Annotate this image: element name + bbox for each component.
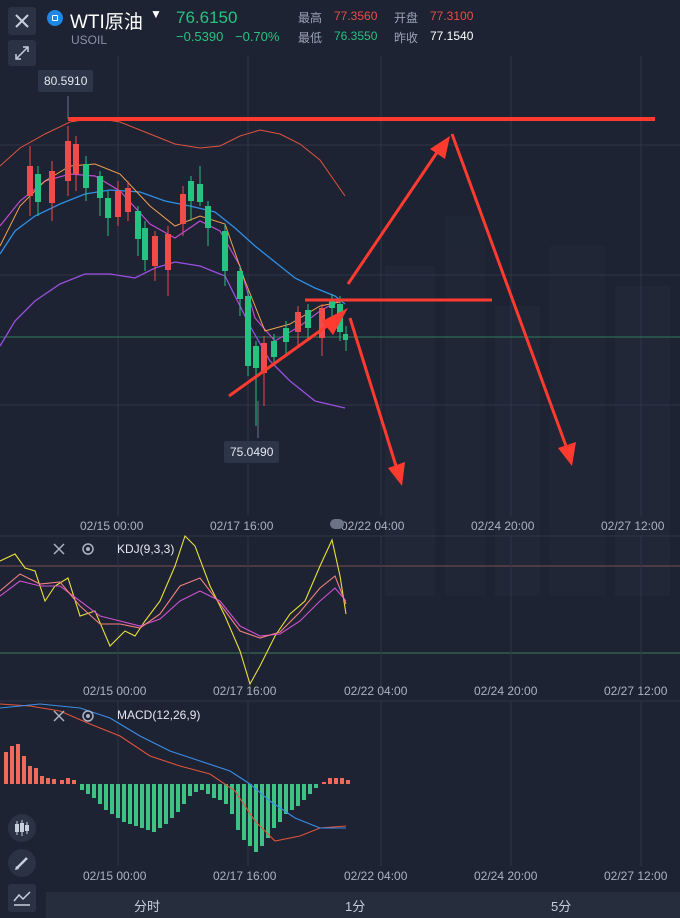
draw-tool-button[interactable] [8, 849, 36, 877]
low-label: 最低 [298, 31, 323, 45]
kdj-x-label-4: 02/24 20:00 [474, 684, 538, 698]
background-skyline [385, 216, 670, 596]
macd-close-icon[interactable] [52, 709, 66, 723]
macd-histogram [4, 744, 350, 852]
close-icon [15, 14, 29, 28]
candlestick-tool-button[interactable] [8, 814, 36, 842]
timeframe-tabbar [46, 892, 680, 918]
kdj-k-line [0, 573, 347, 639]
main-x-label-2: 02/17 16:00 [210, 519, 274, 533]
indicator-icon [13, 891, 31, 906]
macd-x-label-2: 02/17 16:00 [213, 869, 277, 883]
tab-timeline[interactable]: 分时 [134, 899, 161, 914]
low-value: 76.3550 [334, 29, 378, 43]
main-x-label-3: 02/22 04:00 [341, 519, 405, 533]
macd-dea-line [0, 703, 346, 829]
boll-upper-line [0, 117, 346, 197]
macd-grid [117, 701, 642, 866]
price-change-pct: −0.70% [235, 29, 280, 44]
kdj-settings-icon[interactable] [81, 542, 95, 556]
symbol-code: USOIL [71, 33, 108, 47]
expand-button[interactable] [8, 40, 36, 66]
kdj-x-label-2: 02/17 16:00 [213, 684, 277, 698]
kdj-j-line [0, 534, 347, 686]
macd-x-label-1: 02/15 00:00 [83, 869, 147, 883]
main-x-label-4: 02/24 20:00 [471, 519, 535, 533]
macd-x-label-3: 02/22 04:00 [344, 869, 408, 883]
macd-label: MACD(12,26,9) [117, 708, 201, 722]
quote-header: WTI原油 ▼ USOIL 76.6150 −0.5390 −0.70% 最高 … [0, 0, 680, 66]
kdj-x-label-3: 02/22 04:00 [344, 684, 408, 698]
price-change: −0.5390 [176, 29, 224, 44]
drawing-annotations[interactable] [68, 117, 655, 486]
prev-close-label: 昨收 [394, 31, 419, 45]
candlestick-icon [15, 820, 29, 836]
kdj-x-label-1: 02/15 00:00 [83, 684, 147, 698]
kdj-close-icon[interactable] [52, 542, 66, 556]
prev-close-value: 77.1540 [430, 29, 474, 43]
scroll-dots-icon[interactable] [330, 519, 344, 529]
tab-1min[interactable]: 1分 [345, 899, 366, 914]
last-price: 76.6150 [176, 8, 238, 27]
main-grid [0, 56, 680, 516]
candlesticks [27, 126, 348, 426]
kdj-grid [117, 536, 642, 696]
chevron-down-icon[interactable]: ▼ [150, 7, 162, 21]
max-price-tag: 80.5910 [38, 70, 94, 92]
open-label: 开盘 [394, 11, 419, 25]
kdj-label: KDJ(9,3,3) [117, 542, 175, 556]
macd-dif-line [0, 703, 347, 842]
close-button[interactable] [8, 7, 36, 35]
tab-5min[interactable]: 5分 [551, 899, 572, 914]
macd-settings-icon[interactable] [81, 709, 95, 723]
high-value: 77.3560 [334, 9, 378, 23]
main-x-label-5: 02/27 12:00 [601, 519, 665, 533]
macd-x-label-5: 02/27 12:00 [604, 869, 668, 883]
boll-lower-line [0, 261, 346, 409]
kdj-x-label-5: 02/27 12:00 [604, 684, 668, 698]
open-value: 77.3100 [430, 9, 474, 23]
symbol-name[interactable]: WTI原油 [70, 12, 143, 33]
symbol-icon [47, 10, 63, 26]
high-label: 最高 [298, 11, 323, 25]
pencil-icon [15, 857, 28, 870]
chart-canvas[interactable] [0, 56, 680, 918]
expand-icon [15, 46, 29, 60]
kdj-d-line [0, 580, 347, 637]
min-price-tag: 75.0490 [224, 441, 280, 463]
main-x-label-1: 02/15 00:00 [80, 519, 144, 533]
macd-x-label-4: 02/24 20:00 [474, 869, 538, 883]
indicator-tool-button[interactable] [8, 884, 36, 912]
